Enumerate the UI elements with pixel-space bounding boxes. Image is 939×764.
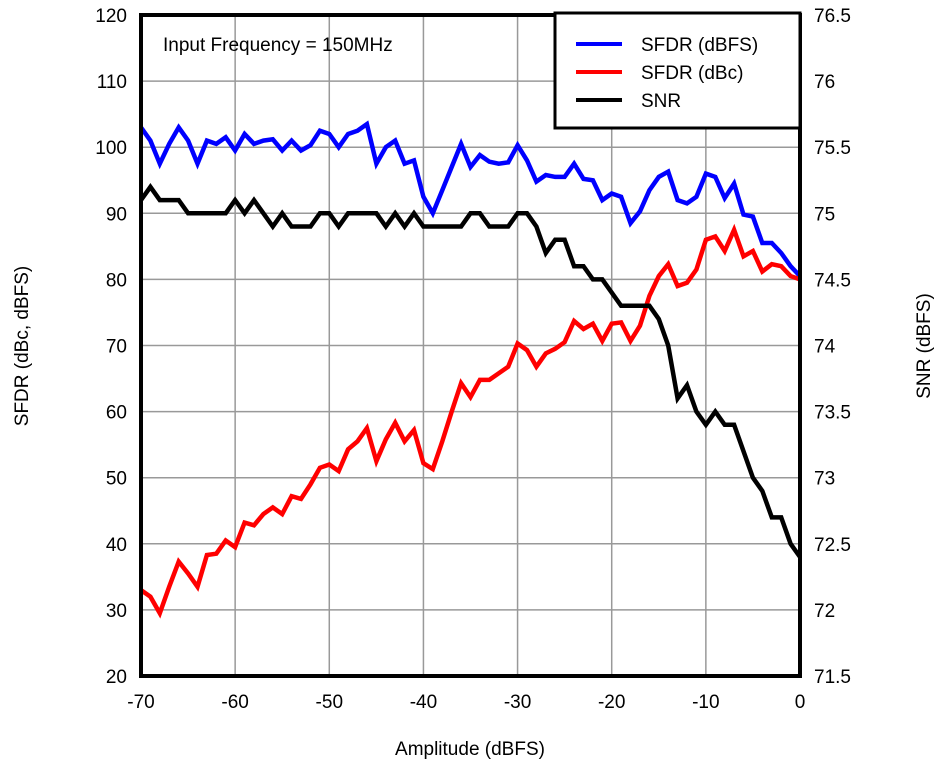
bottom-axis-ticks: -70 -60 -50 -40 -30 -20 -10 0 <box>127 692 805 713</box>
y2-tick-label: 76.5 <box>814 6 851 27</box>
x-tick-label: -40 <box>410 692 437 713</box>
x-tick-label: -20 <box>598 692 625 713</box>
y-tick-label: 60 <box>106 403 127 424</box>
y2-tick-label: 75 <box>814 204 835 225</box>
x-tick-label: 0 <box>795 692 806 713</box>
legend-label-snr: SNR <box>641 91 681 112</box>
y-axis-title: SFDR (dBc, dBFS) <box>12 266 33 426</box>
y-tick-label: 110 <box>97 72 127 93</box>
left-axis-ticks: 20 30 40 50 60 70 80 90 100 110 120 <box>95 6 127 688</box>
y2-tick-label: 72 <box>814 601 835 622</box>
y-tick-label: 40 <box>106 535 127 556</box>
y2-tick-label: 76 <box>814 72 835 93</box>
y-tick-label: 70 <box>106 337 127 358</box>
y2-tick-label: 74.5 <box>814 270 851 291</box>
plot-frame <box>139 13 802 678</box>
legend-label-sfdr-dbc: SFDR (dBc) <box>641 63 743 84</box>
series-line-snr <box>141 183 800 559</box>
y-tick-label: 90 <box>106 204 127 225</box>
y2-tick-label: 73 <box>814 469 835 490</box>
right-axis-ticks: 71.5 72 72.5 73 73.5 74 74.5 75 75.5 76 76.5 <box>814 6 851 688</box>
x-tick-label: -10 <box>692 692 719 713</box>
legend-label-sfdr-dbfs: SFDR (dBFS) <box>641 35 758 56</box>
x-axis-title: Amplitude (dBFS) <box>395 739 545 760</box>
x-tick-label: -70 <box>127 692 154 713</box>
y2-tick-label: 72.5 <box>814 535 851 556</box>
y-tick-label: 80 <box>106 270 127 291</box>
y-tick-label: 120 <box>95 6 127 27</box>
y-tick-label: 20 <box>106 667 127 688</box>
y2-tick-label: 74 <box>814 337 836 358</box>
y2-tick-label: 75.5 <box>814 138 851 159</box>
annotation-text: Input Frequency = 150MHz <box>163 35 393 56</box>
x-tick-label: -60 <box>221 692 248 713</box>
y2-tick-label: 73.5 <box>814 403 851 424</box>
x-tick-label: -50 <box>316 692 343 713</box>
x-tick-label: -30 <box>504 692 531 713</box>
y2-tick-label: 71.5 <box>814 667 851 688</box>
series-layer <box>140 120 801 619</box>
legend: SFDR (dBFS) SFDR (dBc) SNR <box>553 11 802 130</box>
y2-axis-title: SNR (dBFS) <box>914 293 935 399</box>
y-tick-label: 50 <box>106 469 127 490</box>
y-tick-label: 100 <box>95 138 127 159</box>
y-tick-label: 30 <box>106 601 127 622</box>
